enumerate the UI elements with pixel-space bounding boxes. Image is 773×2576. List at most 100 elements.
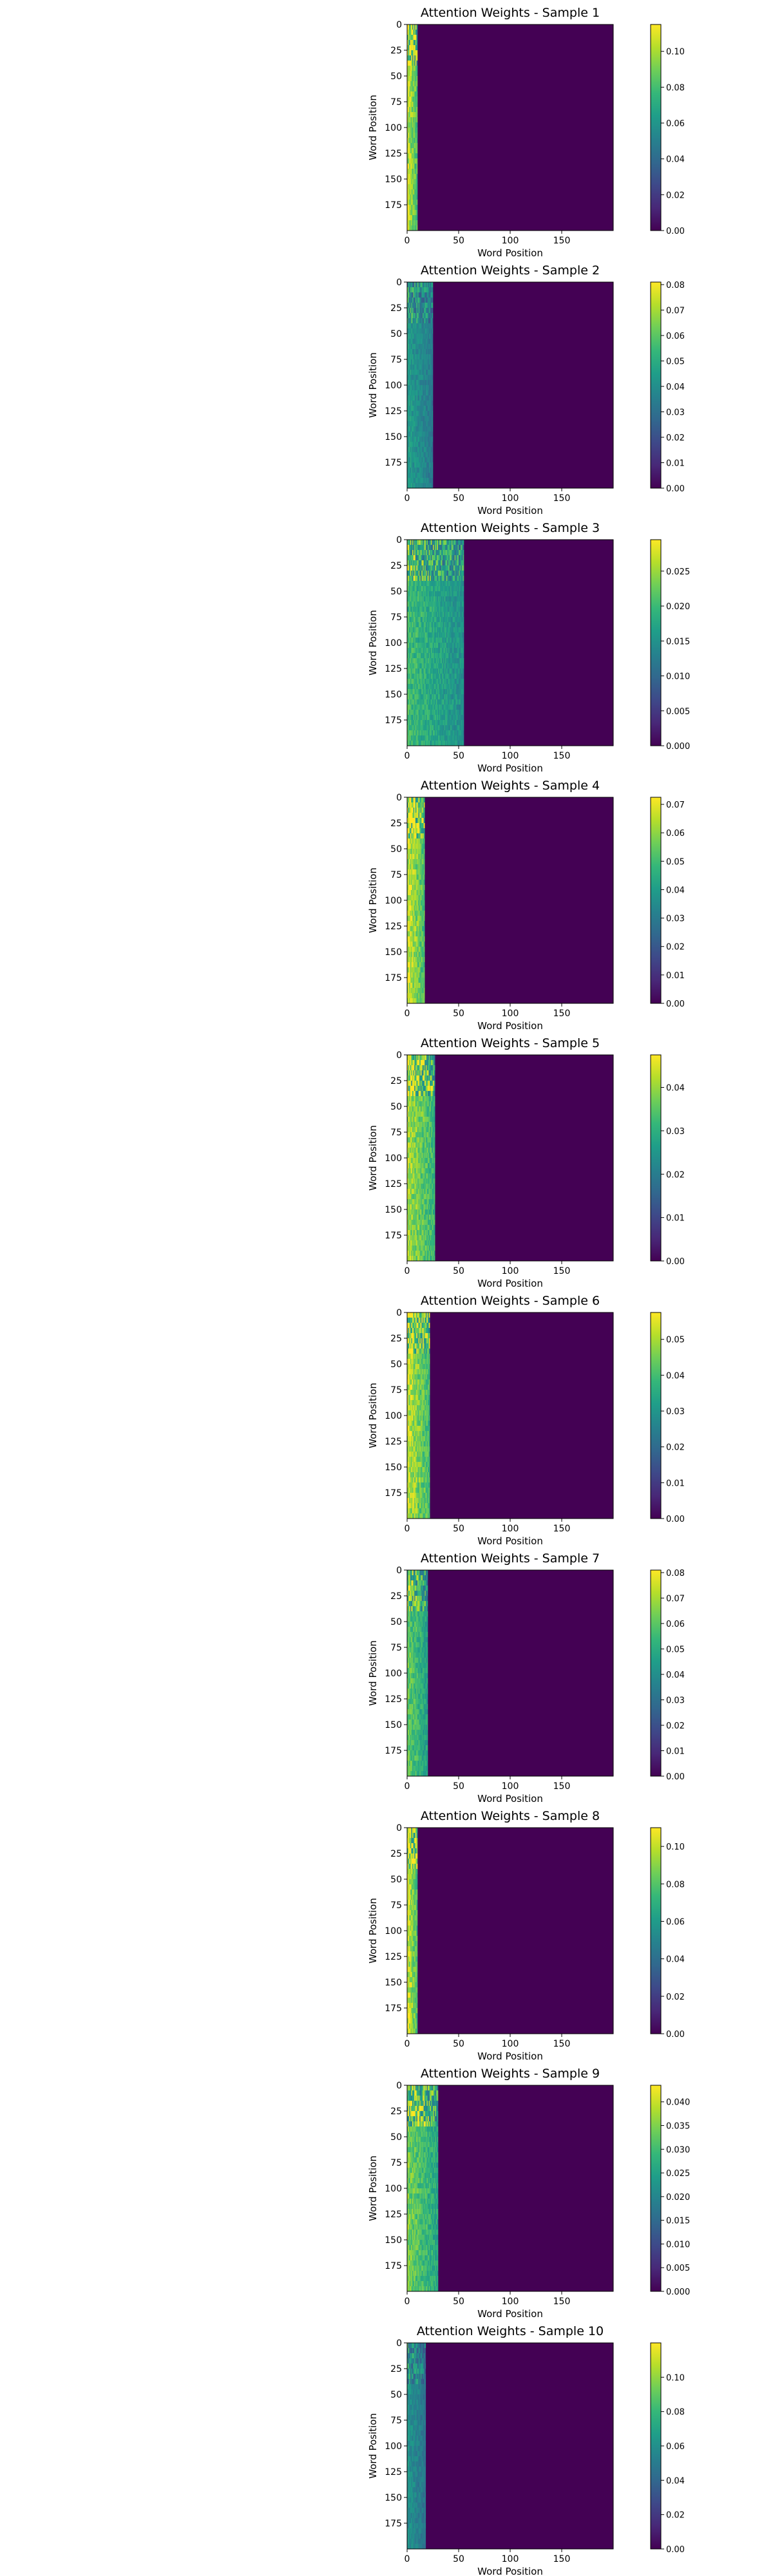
attention-cell xyxy=(407,591,408,597)
attention-cell xyxy=(417,725,419,731)
attention-cell xyxy=(415,205,417,211)
attention-cell xyxy=(425,344,427,350)
attention-cell xyxy=(443,617,444,623)
attention-cell xyxy=(438,627,439,633)
attention-cell xyxy=(455,638,457,643)
attention-cell xyxy=(421,318,423,324)
attention-cell xyxy=(416,1240,418,1246)
attention-cell xyxy=(415,550,417,556)
attention-cell xyxy=(412,334,414,339)
y-tick-label: 75 xyxy=(390,97,402,108)
attention-cell xyxy=(414,112,416,118)
attention-cell xyxy=(416,699,418,705)
attention-cell xyxy=(428,334,430,339)
attention-cell xyxy=(407,911,408,916)
attention-cell xyxy=(432,339,434,345)
attention-cell xyxy=(426,622,428,628)
attention-cell xyxy=(443,550,444,556)
attention-cell xyxy=(423,308,425,314)
attention-cell xyxy=(428,457,429,463)
y-tick-label: 125 xyxy=(385,406,402,417)
attention-cell xyxy=(412,555,414,561)
attention-cell xyxy=(413,576,415,582)
attention-cell xyxy=(417,978,419,983)
attention-cell xyxy=(453,612,455,618)
attention-cell xyxy=(435,689,437,695)
attention-cell xyxy=(407,905,408,911)
attention-cell xyxy=(412,658,414,664)
attention-cell xyxy=(420,323,422,329)
colorbar xyxy=(650,539,662,746)
attention-cell xyxy=(450,555,452,561)
attention-cell xyxy=(437,679,439,685)
attention-cell xyxy=(419,298,421,303)
attention-cell xyxy=(428,385,430,391)
attention-cell xyxy=(413,1132,415,1138)
attention-cell xyxy=(410,370,412,375)
attention-cell xyxy=(408,1101,410,1107)
attention-cell xyxy=(461,638,463,643)
attention-cell xyxy=(452,638,454,643)
attention-cell xyxy=(407,468,408,473)
attention-cell xyxy=(419,1158,421,1164)
attention-cell xyxy=(415,1225,417,1231)
attention-cell xyxy=(419,1075,421,1081)
attention-cell xyxy=(423,401,424,406)
attention-cell xyxy=(411,741,413,746)
attention-cell xyxy=(418,359,420,365)
attention-cell xyxy=(417,849,419,855)
attention-cell xyxy=(415,148,417,154)
attention-cell xyxy=(428,354,430,360)
attention-cell xyxy=(415,596,417,602)
attention-cell xyxy=(428,586,429,592)
attention-cell xyxy=(443,730,444,736)
attention-cell xyxy=(408,473,410,478)
attention-cell xyxy=(421,725,423,731)
colorbar-tick-label: 0.08 xyxy=(666,281,685,290)
attention-cell xyxy=(408,426,410,432)
attention-cell xyxy=(413,1168,415,1174)
attention-cell xyxy=(410,833,412,839)
attention-cell xyxy=(452,668,454,674)
attention-cell xyxy=(459,550,461,556)
attention-cell xyxy=(432,483,434,489)
attention-cell xyxy=(435,565,437,571)
attention-cell xyxy=(423,926,424,932)
attention-cell xyxy=(423,967,424,973)
attention-cell xyxy=(417,911,419,916)
attention-cell xyxy=(437,710,439,715)
attention-cell xyxy=(408,875,410,880)
attention-cell xyxy=(461,540,463,545)
attention-cell xyxy=(411,550,413,556)
attention-cell xyxy=(418,679,420,685)
attention-cell xyxy=(433,560,434,566)
attention-cell xyxy=(412,210,414,216)
attention-cell xyxy=(413,55,415,61)
attention-cell xyxy=(408,282,410,288)
attention-cell xyxy=(461,735,463,741)
attention-cell xyxy=(407,184,408,190)
attention-cell xyxy=(455,545,457,551)
attention-cell xyxy=(407,936,408,942)
attention-cell xyxy=(407,741,408,746)
attention-cell xyxy=(439,612,441,618)
attention-cell xyxy=(415,705,417,710)
attention-cell xyxy=(421,864,423,870)
attention-cell xyxy=(410,1137,412,1143)
attention-cell xyxy=(430,565,432,571)
attention-cell xyxy=(408,375,410,381)
attention-cell xyxy=(420,1065,422,1071)
attention-cell xyxy=(413,699,415,705)
attention-cell xyxy=(419,607,421,612)
attention-cell xyxy=(447,741,449,746)
attention-cell xyxy=(414,287,416,293)
attention-cell xyxy=(417,1209,419,1215)
attention-cell xyxy=(426,344,428,350)
attention-cell xyxy=(409,359,411,365)
attention-cell xyxy=(407,354,408,360)
attention-cell xyxy=(409,401,411,406)
attention-cell xyxy=(418,802,420,808)
attention-cell xyxy=(411,117,413,123)
attention-cell xyxy=(411,194,413,200)
attention-cell xyxy=(421,869,423,875)
